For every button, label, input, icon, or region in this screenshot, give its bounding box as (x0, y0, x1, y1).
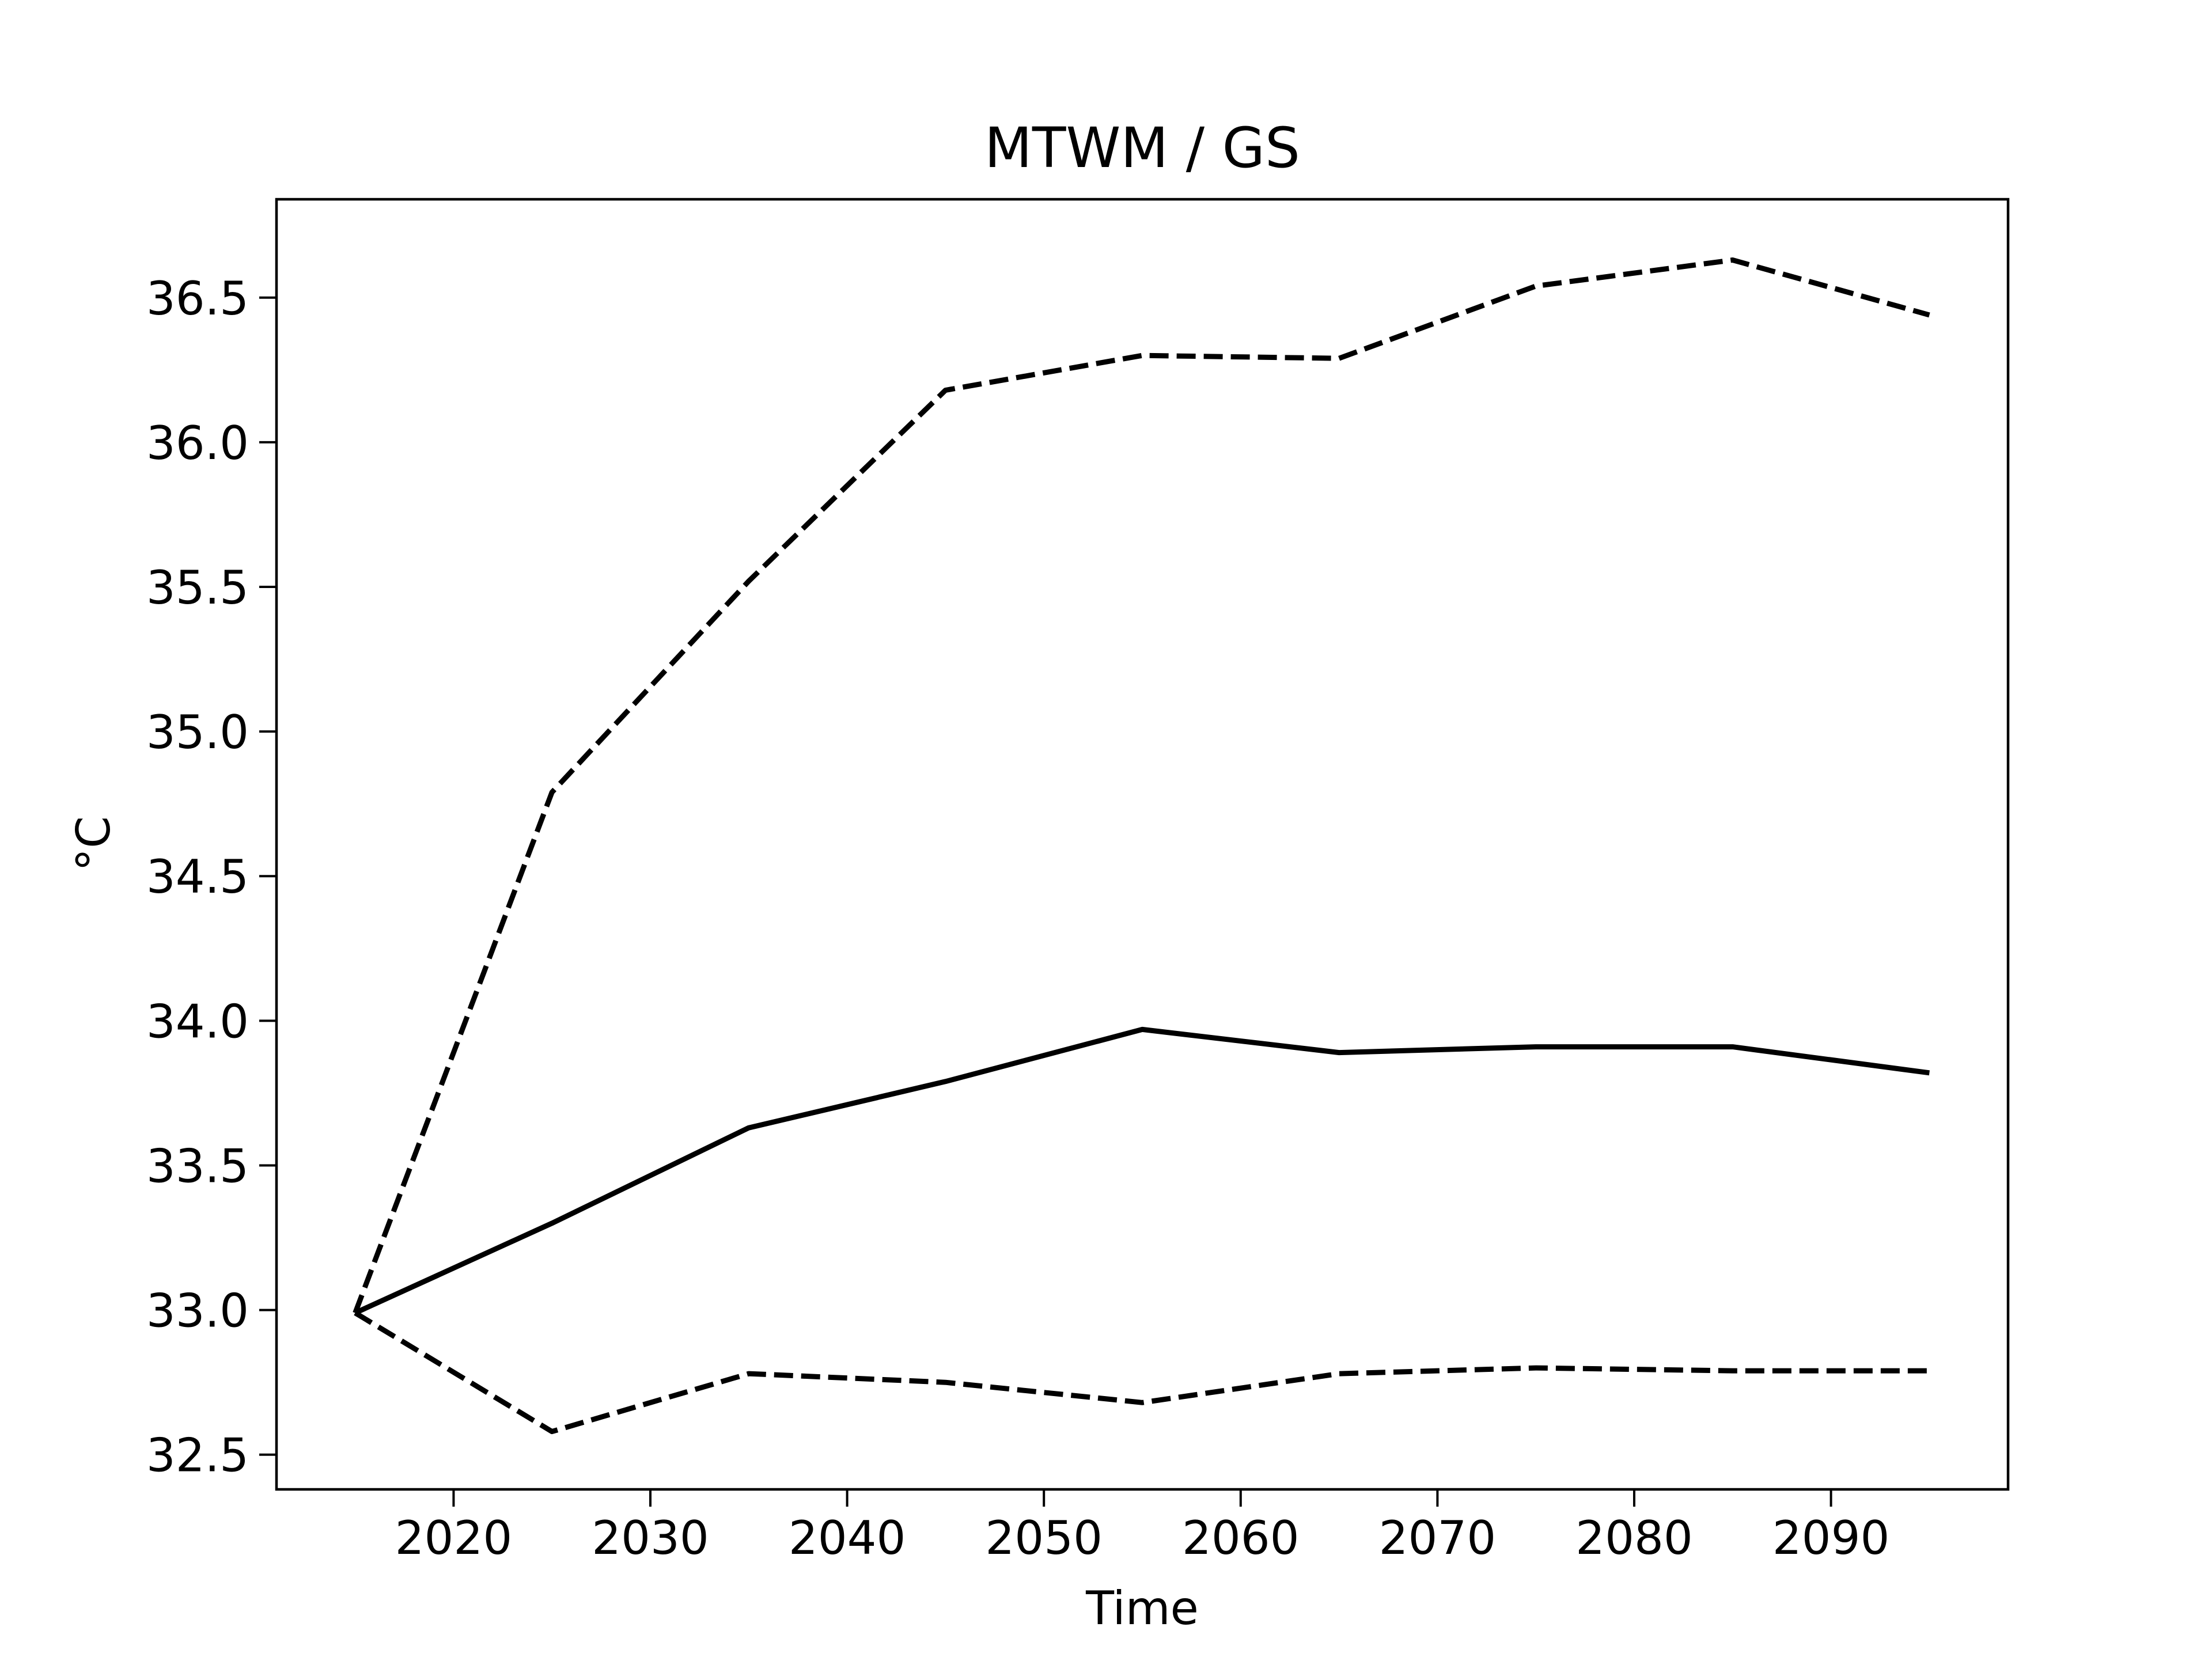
y-tick-label: 36.5 (146, 272, 249, 325)
series-line-0 (354, 1026, 1930, 1315)
series-layer (353, 257, 1930, 1435)
y-axis-label: °C (67, 816, 120, 871)
x-tick-label: 2020 (395, 1511, 513, 1565)
y-axis-ticks: 32.5 33.0 33.5 34.0 34.5 35.0 35.5 36.0 36.5 (146, 272, 276, 1482)
chart-title: MTWM / GS (984, 116, 1300, 180)
series-line-1 (353, 257, 1930, 1314)
y-tick-label: 33.0 (146, 1284, 249, 1338)
x-tick-label: 2060 (1182, 1511, 1300, 1565)
x-tick-label: 2040 (789, 1511, 906, 1565)
x-tick-label: 2050 (985, 1511, 1103, 1565)
y-tick-label: 35.0 (146, 706, 249, 759)
x-tick-label: 2080 (1575, 1511, 1693, 1565)
y-tick-label: 35.5 (146, 561, 249, 615)
x-axis-label: Time (1085, 1582, 1199, 1635)
plot-area-frame (275, 198, 2010, 1491)
x-tick-label: 2090 (1772, 1511, 1890, 1565)
y-tick-label: 34.0 (146, 995, 249, 1048)
x-tick-label: 2070 (1379, 1511, 1497, 1565)
y-tick-label: 32.5 (146, 1429, 249, 1482)
y-tick-label: 33.5 (146, 1139, 249, 1193)
x-axis-ticks: 2020 2030 2040 2050 2060 2070 2080 2090 (395, 1489, 1890, 1565)
series-line-2 (354, 1310, 1930, 1435)
y-tick-label: 36.0 (146, 416, 249, 470)
y-tick-label: 34.5 (146, 850, 249, 904)
x-tick-label: 2030 (592, 1511, 709, 1565)
